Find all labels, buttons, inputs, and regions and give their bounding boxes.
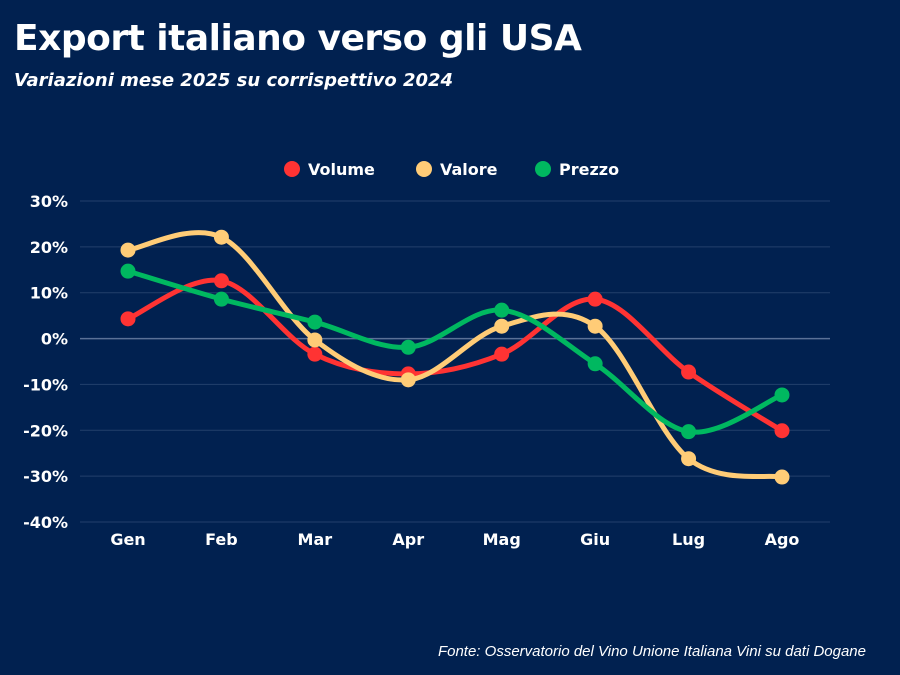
data-point-prezzo [307, 314, 323, 330]
data-point-valore [307, 332, 323, 348]
y-tick-label: 30% [30, 192, 68, 211]
x-tick-label: Giu [580, 530, 610, 549]
x-tick-label: Feb [205, 530, 238, 549]
series-line-volume [125, 277, 785, 434]
data-point-prezzo [774, 387, 790, 403]
x-tick-label: Mag [483, 530, 521, 549]
data-point-prezzo [213, 291, 229, 307]
x-tick-label: Mar [298, 530, 333, 549]
data-point-valore [213, 229, 229, 245]
page-title: Export italiano verso gli USA [14, 18, 582, 59]
data-point-prezzo [587, 356, 603, 372]
data-point-valore [587, 318, 603, 334]
y-tick-label: -40% [23, 513, 68, 532]
x-tick-label: Ago [765, 530, 800, 549]
y-tick-label: 0% [41, 330, 68, 349]
x-tick-label: Apr [392, 530, 424, 549]
y-tick-label: 20% [30, 238, 68, 257]
series-line-valore [125, 230, 785, 480]
data-point-prezzo [120, 263, 136, 279]
source-note: Fonte: Osservatorio del Vino Unione Ital… [437, 643, 866, 660]
data-point-prezzo [681, 424, 697, 440]
data-point-volume [774, 423, 790, 439]
data-point-volume [494, 346, 510, 362]
legend-label: Volume [308, 160, 375, 179]
legend-label: Prezzo [559, 160, 619, 179]
data-point-valore [774, 469, 790, 485]
legend-marker-prezzo [535, 161, 551, 177]
x-tick-label: Lug [672, 530, 705, 549]
x-tick-label: Gen [110, 530, 145, 549]
legend-marker-valore [416, 161, 432, 177]
data-point-valore [494, 318, 510, 334]
y-tick-label: -10% [23, 375, 68, 394]
data-point-valore [400, 372, 416, 388]
data-point-volume [120, 311, 136, 327]
y-tick-label: -30% [23, 467, 68, 486]
legend-marker-volume [284, 161, 300, 177]
data-point-valore [681, 451, 697, 467]
data-point-volume [307, 346, 323, 362]
data-point-valore [120, 242, 136, 258]
data-point-prezzo [400, 339, 416, 355]
data-point-prezzo [494, 302, 510, 318]
data-point-volume [587, 291, 603, 307]
page-subtitle: Variazioni mese 2025 su corrispettivo 20… [14, 70, 454, 91]
legend-label: Valore [440, 160, 498, 179]
data-point-volume [681, 364, 697, 380]
y-tick-label: 10% [30, 284, 68, 303]
data-point-volume [213, 273, 229, 289]
y-tick-label: -20% [23, 421, 68, 440]
